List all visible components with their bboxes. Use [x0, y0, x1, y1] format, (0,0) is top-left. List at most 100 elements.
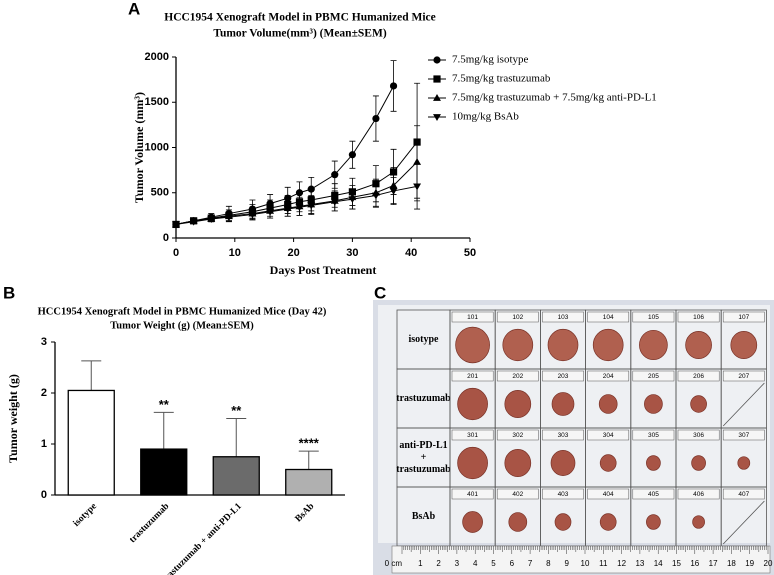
x-tick-label: 30: [346, 247, 358, 259]
tumor: [639, 329, 668, 361]
ruler-label: 19: [745, 559, 754, 568]
error-bar: [81, 360, 102, 391]
x-tick-label: 10: [229, 247, 241, 259]
tumor: [462, 511, 483, 533]
ruler-label: 2: [436, 559, 441, 568]
specimen-id: 105: [648, 314, 659, 321]
specimen-id: 404: [603, 491, 614, 498]
legend-marker: [433, 114, 441, 121]
marker: [413, 158, 422, 165]
tumor: [690, 395, 707, 413]
tumor: [692, 515, 705, 529]
id-box: [496, 311, 539, 323]
id-box: [542, 488, 584, 500]
tumor: [599, 513, 617, 531]
ruler-label: 20: [764, 559, 773, 568]
id-box: [451, 488, 494, 500]
marker: [348, 196, 357, 204]
marker: [224, 214, 233, 222]
tumor: [737, 456, 751, 470]
specimen-id: 201: [467, 373, 478, 380]
chart-title: HCC1954 Xenograft Model in PBMC Humanize…: [38, 306, 327, 317]
panel-label: B: [3, 283, 15, 302]
marker: [372, 114, 380, 123]
specimen-id: 307: [738, 432, 749, 439]
tumor: [508, 512, 528, 532]
id-box: [542, 429, 584, 441]
specimen-id: 107: [738, 314, 749, 321]
y-tick-label: 2000: [145, 51, 169, 63]
id-box: [722, 370, 765, 382]
significance: ****: [299, 436, 320, 451]
specimen-id: 301: [467, 432, 478, 439]
tumor: [551, 392, 575, 416]
bar: [67, 389, 115, 496]
id-box: [632, 311, 675, 323]
chart-title: Tumor Weight (g) (Mean±SEM): [110, 320, 254, 331]
id-box: [496, 429, 539, 441]
row-label: trastuzumab: [396, 464, 451, 475]
ruler-label: 7: [528, 559, 533, 568]
specimen-id: 104: [603, 314, 614, 321]
ruler-label: 4: [473, 559, 478, 568]
marker: [331, 171, 339, 179]
marker: [389, 188, 398, 195]
legend-marker: [433, 94, 441, 101]
tumor: [691, 455, 706, 471]
marker: [371, 192, 380, 200]
x-tick-label: 50: [464, 247, 476, 259]
tumor: [646, 455, 661, 471]
bar: [140, 448, 188, 496]
ruler-label: 0 cm: [385, 559, 403, 568]
tumor: [455, 326, 490, 364]
specimen-id: 103: [558, 314, 569, 321]
id-box: [496, 370, 539, 382]
ruler-label: 14: [654, 559, 663, 568]
specimen-id: 206: [693, 373, 704, 380]
legend-label: 7.5mg/kg trastuzumab: [452, 73, 551, 85]
tumor: [598, 394, 618, 414]
ruler-label: 16: [690, 559, 699, 568]
marker: [295, 204, 304, 212]
ruler-label: 8: [546, 559, 551, 568]
y-tick-label: 3: [41, 336, 47, 348]
error-bar: [153, 411, 174, 450]
id-box: [677, 488, 720, 500]
error-bar: [226, 418, 247, 457]
tumor: [504, 449, 532, 478]
marker: [248, 211, 257, 219]
row-label: BsAb: [412, 511, 436, 522]
row-label: +: [421, 452, 427, 463]
specimen-id: 406: [693, 491, 704, 498]
ruler-label: 10: [581, 559, 590, 568]
id-box: [587, 370, 630, 382]
row-label: trastuzumab: [396, 393, 451, 404]
id-box: [542, 370, 584, 382]
tumor: [644, 394, 663, 414]
marker: [413, 183, 422, 191]
tumor: [599, 454, 617, 472]
legend-marker: [433, 75, 441, 83]
specimen-id: 204: [603, 373, 614, 380]
significance: **: [159, 397, 170, 412]
specimen-id: 304: [603, 432, 614, 439]
specimen-id: 101: [467, 314, 478, 321]
id-box: [722, 488, 765, 500]
x-tick-label: 20: [287, 247, 299, 259]
chart-title: HCC1954 Xenograft Model in PBMC Humanize…: [164, 12, 436, 24]
y-tick-label: 0: [41, 489, 47, 501]
marker: [283, 206, 292, 213]
ruler-label: 11: [599, 559, 608, 568]
panel-label: A: [128, 0, 140, 18]
id-box: [677, 311, 720, 323]
marker: [189, 218, 198, 226]
id-box: [587, 488, 630, 500]
specimen-id: 402: [512, 491, 523, 498]
specimen-id: 403: [558, 491, 569, 498]
tumor: [554, 513, 572, 531]
id-box: [451, 429, 494, 441]
bar: [212, 456, 260, 496]
x-tick-label: BsAb: [294, 502, 317, 525]
tumor: [504, 390, 532, 419]
